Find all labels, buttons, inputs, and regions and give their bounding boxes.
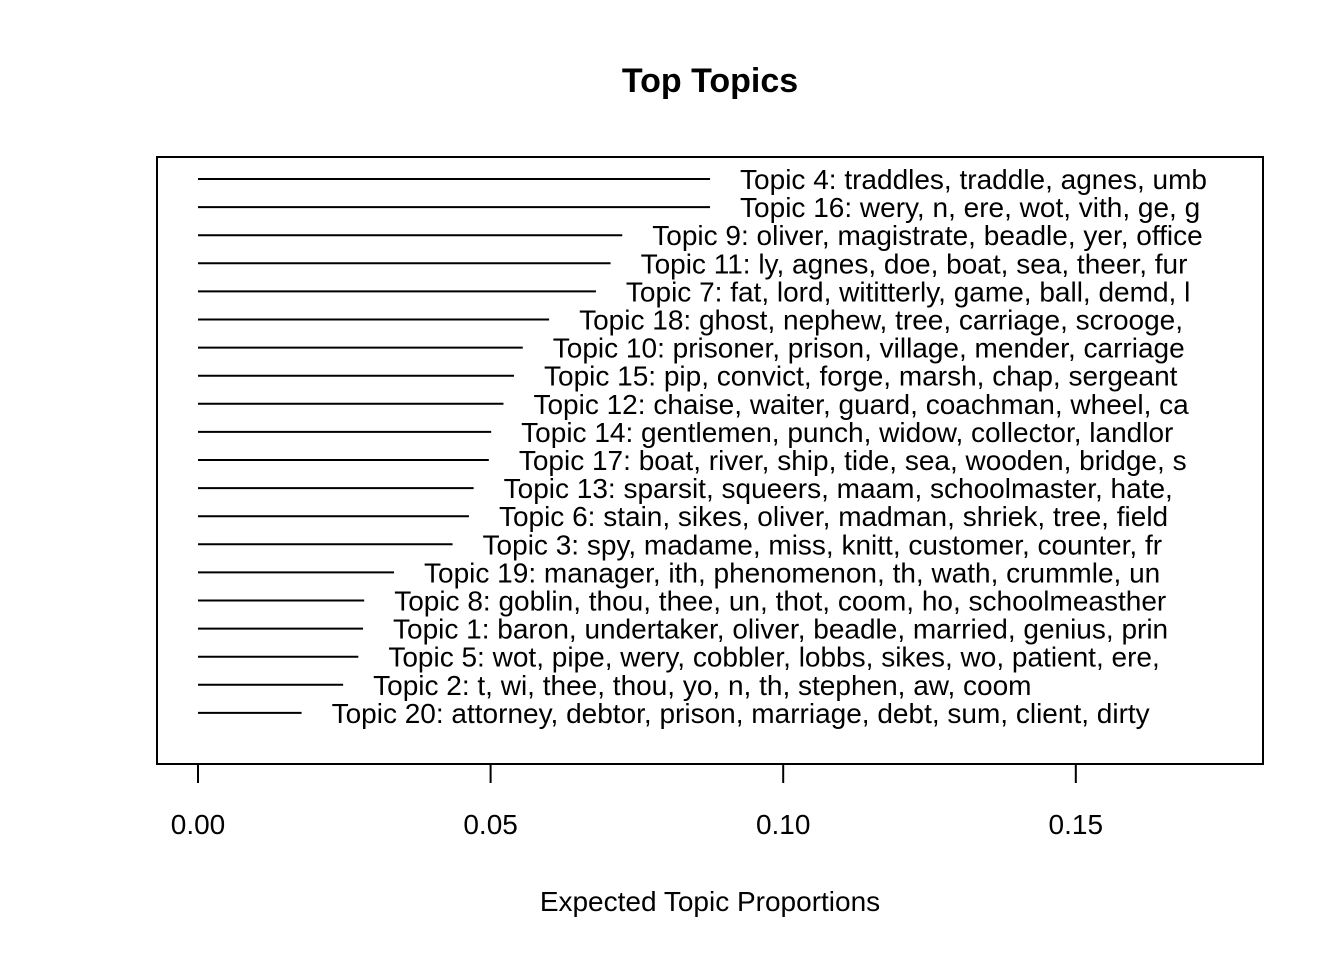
topic-label: Topic 8: goblin, thou, thee, un, thot, c…: [394, 586, 1166, 617]
x-tick-label: 0.15: [1049, 809, 1104, 840]
topic-label: Topic 17: boat, river, ship, tide, sea, …: [519, 445, 1187, 476]
topic-label: Topic 11: ly, agnes, doe, boat, sea, the…: [641, 248, 1188, 279]
topic-label: Topic 18: ghost, nephew, tree, carriage,…: [579, 305, 1183, 336]
topic-label: Topic 6: stain, sikes, oliver, madman, s…: [499, 501, 1168, 532]
topic-label: Topic 12: chaise, waiter, guard, coachma…: [533, 389, 1189, 420]
topic-label: Topic 20: attorney, debtor, prison, marr…: [332, 698, 1150, 729]
x-axis-label: Expected Topic Proportions: [540, 886, 880, 917]
topic-label: Topic 5: wot, pipe, wery, cobbler, lobbs…: [388, 642, 1159, 673]
topic-label: Topic 16: wery, n, ere, wot, vith, ge, g: [740, 192, 1200, 223]
topic-label: Topic 19: manager, ith, phenomenon, th, …: [424, 557, 1160, 588]
topic-label: Topic 10: prisoner, prison, village, men…: [553, 333, 1185, 364]
topic-label: Topic 7: fat, lord, wititterly, game, ba…: [626, 276, 1190, 307]
x-tick-label: 0.10: [756, 809, 811, 840]
topic-label: Topic 15: pip, convict, forge, marsh, ch…: [544, 361, 1178, 392]
chart-title: Top Topics: [622, 62, 798, 100]
x-tick-label: 0.00: [171, 809, 226, 840]
topic-label: Topic 9: oliver, magistrate, beadle, yer…: [652, 220, 1202, 251]
bars-layer: Topic 4: traddles, traddle, agnes, umbTo…: [198, 164, 1207, 729]
topic-label: Topic 13: sparsit, squeers, maam, school…: [504, 473, 1173, 504]
topic-label: Topic 14: gentlemen, punch, widow, colle…: [521, 417, 1173, 448]
topic-label: Topic 3: spy, madame, miss, knitt, custo…: [483, 529, 1163, 560]
topic-label: Topic 1: baron, undertaker, oliver, bead…: [393, 614, 1168, 645]
x-tick-label: 0.05: [463, 809, 518, 840]
topic-label: Topic 2: t, wi, thee, thou, yo, n, th, s…: [373, 670, 1031, 701]
topic-label: Topic 4: traddles, traddle, agnes, umb: [740, 164, 1207, 195]
x-axis: 0.00 0.05 0.10 0.15: [171, 763, 1104, 840]
